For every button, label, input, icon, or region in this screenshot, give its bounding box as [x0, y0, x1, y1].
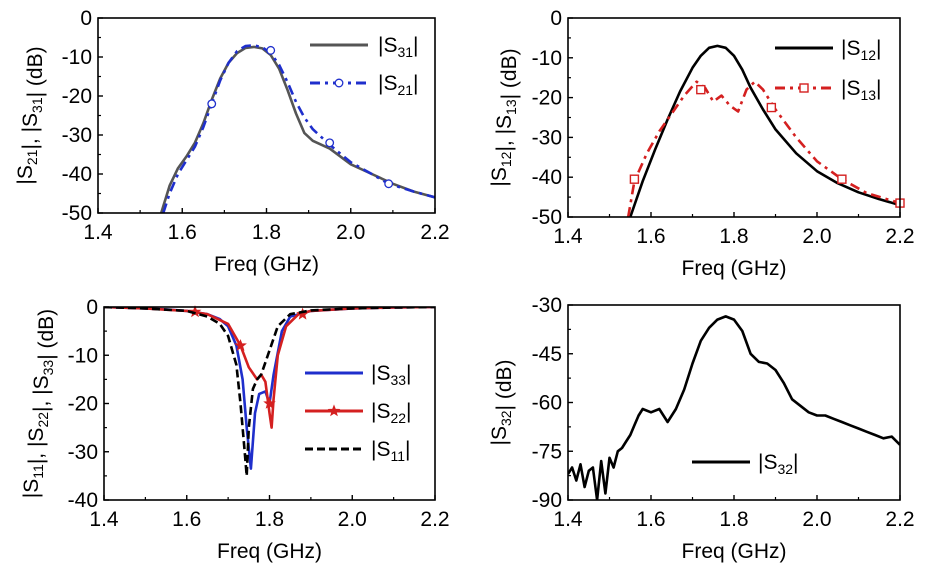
- x-tick-label: 1.6: [636, 225, 665, 248]
- x-tick-label: 1.4: [83, 221, 113, 244]
- y-tick-label: -30: [532, 126, 562, 149]
- y-tick-label: -40: [62, 163, 92, 186]
- y-tick-label: -90: [532, 489, 562, 512]
- y-tick-label: -10: [62, 46, 92, 69]
- x-tick-label: 2.2: [420, 508, 449, 531]
- y-tick-label: -10: [532, 47, 562, 70]
- x-tick-label: 1.4: [89, 508, 119, 531]
- y-tick-label: -45: [532, 343, 562, 366]
- x-axis-label: Freq (GHz): [682, 540, 787, 563]
- series-line-13: [626, 80, 900, 217]
- y-tick-label: -40: [532, 166, 562, 189]
- chart-panel-2: 1.4 1.6 1.8 2.0 2.2 -50 -40 -30 -20 -10 0 Freq (GHz…: [488, 7, 915, 280]
- legend-marker-13: [799, 83, 809, 93]
- data-point-13: [837, 174, 847, 184]
- y-tick-label: 0: [550, 7, 562, 30]
- series-line-21: [162, 43, 435, 213]
- legend-marker-22: [327, 404, 341, 417]
- x-tick-label: 2.2: [885, 508, 914, 531]
- legend-label-11: |S11|: [371, 438, 410, 464]
- x-tick-label: 2.0: [802, 508, 831, 531]
- y-tick-label: -60: [532, 392, 562, 415]
- x-tick-label: 1.8: [252, 221, 281, 244]
- y-tick-label: -50: [62, 202, 92, 225]
- chart-panel-3: 1.4 1.6 1.8 2.0 2.2 -40 -30 -20 -10 0 Freq (GHz) |S…: [20, 296, 450, 563]
- y-tick-label: 0: [86, 296, 98, 319]
- legend-marker-21: [334, 78, 344, 88]
- x-tick-label: 2.0: [802, 225, 831, 248]
- data-point-22: [263, 396, 276, 409]
- legend-label-21: |S21|: [378, 72, 419, 98]
- x-tick-label: 1.6: [168, 221, 197, 244]
- y-tick-label: -30: [532, 294, 562, 317]
- data-point-21: [266, 45, 276, 55]
- data-point-13: [629, 174, 640, 184]
- x-tick-label: 1.4: [553, 508, 583, 531]
- x-tick-label: 1.8: [719, 225, 748, 248]
- legend: |S31| |S21|: [310, 34, 419, 98]
- y-tick-label: -30: [62, 124, 92, 147]
- legend-label-33: |S33|: [371, 362, 412, 388]
- x-tick-label: 2.0: [338, 508, 367, 531]
- series-line-12: [629, 44, 900, 217]
- y-tick-label: -75: [532, 440, 562, 463]
- x-axis-label: Freq (GHz): [214, 253, 319, 276]
- legend: |S32|: [692, 451, 799, 477]
- y-tick-label: -20: [532, 87, 562, 110]
- y-axis-label: |S11|, |S22|, |S33| (dB): [20, 309, 58, 498]
- y-tick-label: 0: [80, 7, 92, 30]
- data-point-21: [325, 138, 335, 148]
- series-line-11: [104, 307, 435, 478]
- y-tick-label: -40: [68, 489, 98, 512]
- x-tick-label: 1.8: [719, 508, 748, 531]
- y-tick-label: -30: [68, 441, 98, 464]
- data-point-21: [384, 179, 394, 189]
- series-line-31: [159, 45, 435, 213]
- y-tick-label: -10: [68, 344, 98, 367]
- y-axis-label: |S32| (dB): [488, 359, 516, 445]
- x-tick-label: 1.4: [553, 225, 583, 248]
- y-tick-label: -20: [68, 393, 98, 416]
- data-point-13: [696, 84, 706, 95]
- chart-panel-4: 1.4 1.6 1.8 2.0 2.2 -90 -75 -60 -45 -30 Freq (GHz)…: [488, 294, 915, 563]
- legend: |S12| |S13|: [775, 37, 882, 103]
- legend-label-12: |S12|: [841, 37, 882, 63]
- legend-label-22: |S22|: [371, 400, 412, 426]
- x-tick-label: 2.0: [336, 221, 365, 244]
- series-line-22: [104, 307, 435, 429]
- plot-frame: [567, 304, 901, 501]
- legend-label-31: |S31|: [378, 34, 419, 60]
- x-tick-label: 2.2: [885, 225, 914, 248]
- legend-label-13: |S13|: [841, 77, 882, 103]
- series-line-32: [568, 315, 900, 500]
- chart-panel-1: 1.4 1.6 1.8 2.0 2.2 -50 -40 -30 -20 -10 0 Freq (GHz…: [14, 7, 450, 276]
- y-tick-label: -50: [532, 206, 562, 229]
- x-tick-label: 1.8: [255, 508, 284, 531]
- y-axis-label: |S21|, |S31| (dB): [14, 46, 47, 184]
- x-axis-label: Freq (GHz): [217, 540, 322, 563]
- data-point-22: [234, 338, 247, 351]
- x-tick-label: 1.6: [636, 508, 665, 531]
- data-point-13: [766, 102, 777, 113]
- y-axis-label: |S12|, |S13| (dB): [488, 48, 521, 186]
- legend-label-32: |S32|: [758, 451, 799, 477]
- legend: |S33| |S22| |S11|: [305, 362, 412, 464]
- x-axis-label: Freq (GHz): [682, 257, 787, 280]
- x-tick-label: 1.6: [172, 508, 201, 531]
- data-point-21: [207, 99, 217, 109]
- y-tick-label: -20: [62, 85, 92, 108]
- x-tick-label: 2.2: [420, 221, 449, 244]
- chart-panels: 1.4 1.6 1.8 2.0 2.2 -50 -40 -30 -20 -10 0 Freq (GHz…: [14, 7, 915, 563]
